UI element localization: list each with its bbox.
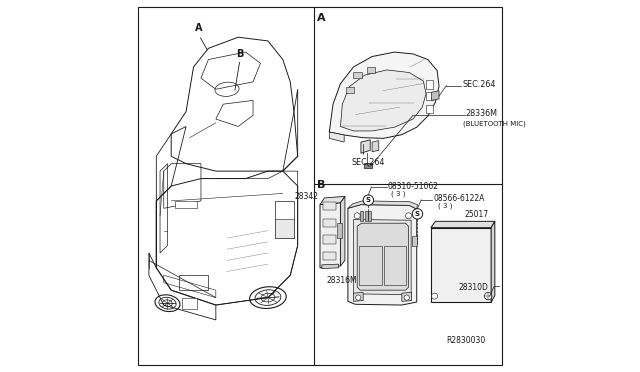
- Bar: [365, 211, 367, 221]
- Text: ( 3 ): ( 3 ): [392, 190, 406, 197]
- Bar: [426, 105, 433, 113]
- Text: 25017: 25017: [465, 210, 488, 219]
- Circle shape: [363, 195, 374, 205]
- Polygon shape: [431, 228, 491, 302]
- Bar: [323, 235, 336, 244]
- Polygon shape: [431, 91, 439, 100]
- Bar: [412, 236, 417, 246]
- Bar: [175, 201, 197, 208]
- Polygon shape: [340, 196, 345, 266]
- Bar: [364, 163, 372, 168]
- Bar: [369, 211, 371, 221]
- Bar: [426, 92, 433, 100]
- Text: A: A: [317, 13, 326, 23]
- Bar: [323, 219, 336, 227]
- Circle shape: [431, 293, 438, 299]
- Polygon shape: [348, 205, 417, 305]
- Polygon shape: [402, 292, 412, 301]
- Text: S: S: [366, 197, 371, 203]
- Circle shape: [406, 213, 412, 219]
- Bar: [323, 202, 336, 210]
- Bar: [353, 72, 362, 78]
- Circle shape: [484, 292, 492, 300]
- Text: 08310-51062: 08310-51062: [388, 182, 438, 190]
- Text: 28336M: 28336M: [466, 109, 498, 118]
- Bar: [182, 298, 197, 309]
- Text: R2830030: R2830030: [447, 336, 486, 345]
- Polygon shape: [353, 219, 411, 295]
- Text: B: B: [236, 49, 244, 59]
- Bar: [179, 275, 209, 290]
- Text: 08566-6122A: 08566-6122A: [433, 194, 484, 203]
- Polygon shape: [330, 132, 344, 142]
- Polygon shape: [372, 141, 379, 152]
- Polygon shape: [431, 221, 495, 228]
- Text: SEC.264: SEC.264: [351, 158, 385, 167]
- Text: SEC.264: SEC.264: [462, 80, 495, 89]
- Bar: [346, 87, 354, 93]
- Circle shape: [354, 213, 360, 219]
- Polygon shape: [320, 203, 340, 268]
- Text: S: S: [415, 211, 420, 217]
- Circle shape: [356, 295, 361, 300]
- Text: 28316M: 28316M: [326, 276, 357, 285]
- Text: B: B: [317, 180, 326, 190]
- Polygon shape: [322, 264, 339, 269]
- Polygon shape: [340, 70, 426, 131]
- Polygon shape: [320, 196, 345, 205]
- Text: 28310D: 28310D: [458, 283, 488, 292]
- Bar: [337, 223, 342, 238]
- Circle shape: [412, 209, 422, 219]
- Text: ( 3 ): ( 3 ): [438, 202, 452, 209]
- Polygon shape: [353, 292, 363, 301]
- Polygon shape: [491, 221, 495, 302]
- Text: A: A: [195, 23, 203, 33]
- Polygon shape: [357, 223, 408, 290]
- Text: (BLUETOOTH MIC): (BLUETOOTH MIC): [463, 120, 525, 127]
- Bar: [426, 80, 433, 89]
- Polygon shape: [330, 52, 439, 138]
- Bar: [275, 201, 294, 238]
- Bar: [275, 219, 294, 238]
- Bar: [360, 211, 363, 221]
- Polygon shape: [348, 201, 417, 209]
- Bar: [323, 252, 336, 260]
- Circle shape: [404, 295, 410, 300]
- Text: 28342: 28342: [295, 192, 319, 201]
- Bar: [367, 67, 374, 73]
- Polygon shape: [361, 140, 370, 153]
